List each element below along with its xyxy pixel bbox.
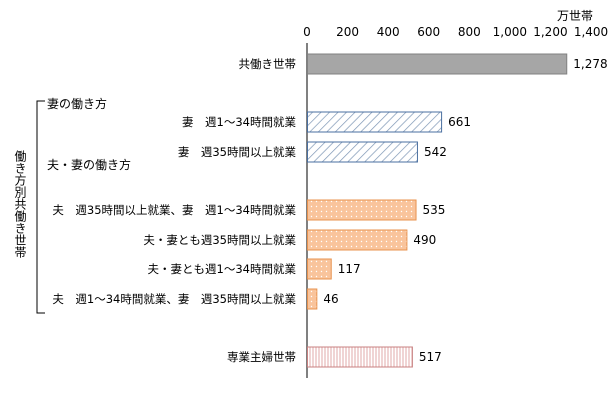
value-labels: 1,278 661 542 535 490 117 46 517	[323, 57, 607, 364]
bracket-label: 働き方別共働き世帯	[13, 150, 27, 258]
bar	[307, 141, 418, 163]
group-label-couple: 夫・妻の働き方	[47, 157, 131, 172]
value-label: 1,278	[573, 57, 607, 71]
bar	[307, 229, 408, 251]
category-label: 妻 週35時間以上就業	[178, 145, 297, 159]
x-tick-label: 1,000	[493, 25, 527, 39]
category-label: 専業主婦世帯	[227, 350, 296, 364]
unit-label: 万世帯	[557, 9, 593, 23]
value-label: 117	[338, 262, 361, 276]
group-label-wife: 妻の働き方	[47, 96, 107, 111]
x-tick-label: 1,200	[533, 25, 567, 39]
category-label: 夫 週35時間以上就業、妻 週1～34時間就業	[52, 203, 296, 217]
bar	[307, 111, 443, 133]
group-bracket	[36, 100, 45, 314]
value-label: 542	[424, 145, 447, 159]
category-label: 夫・妻とも週35時間以上就業	[143, 233, 296, 247]
category-label: 共働き世帯	[239, 57, 297, 71]
x-tick-label: 600	[417, 25, 440, 39]
bar	[307, 258, 332, 280]
x-tick-labels: 0 200 400 600 800 1,000 1,200 1,400	[303, 25, 608, 39]
value-label: 517	[419, 350, 442, 364]
value-label: 535	[423, 203, 446, 217]
category-label: 妻 週1～34時間就業	[182, 115, 296, 129]
x-tick-label: 800	[458, 25, 481, 39]
bar	[307, 346, 413, 368]
bar	[307, 288, 318, 310]
category-label: 夫 週1～34時間就業、妻 週35時間以上就業	[52, 292, 296, 306]
value-label: 490	[413, 233, 436, 247]
x-tick-label: 400	[377, 25, 400, 39]
x-tick-label: 200	[336, 25, 359, 39]
x-tick-label: 0	[303, 25, 311, 39]
bars	[307, 53, 568, 368]
x-tick-label: 1,400	[574, 25, 608, 39]
value-label: 661	[448, 115, 471, 129]
bar	[307, 199, 417, 221]
bar	[307, 53, 568, 75]
category-label: 夫・妻とも週1～34時間就業	[148, 262, 297, 276]
value-label: 46	[323, 292, 338, 306]
